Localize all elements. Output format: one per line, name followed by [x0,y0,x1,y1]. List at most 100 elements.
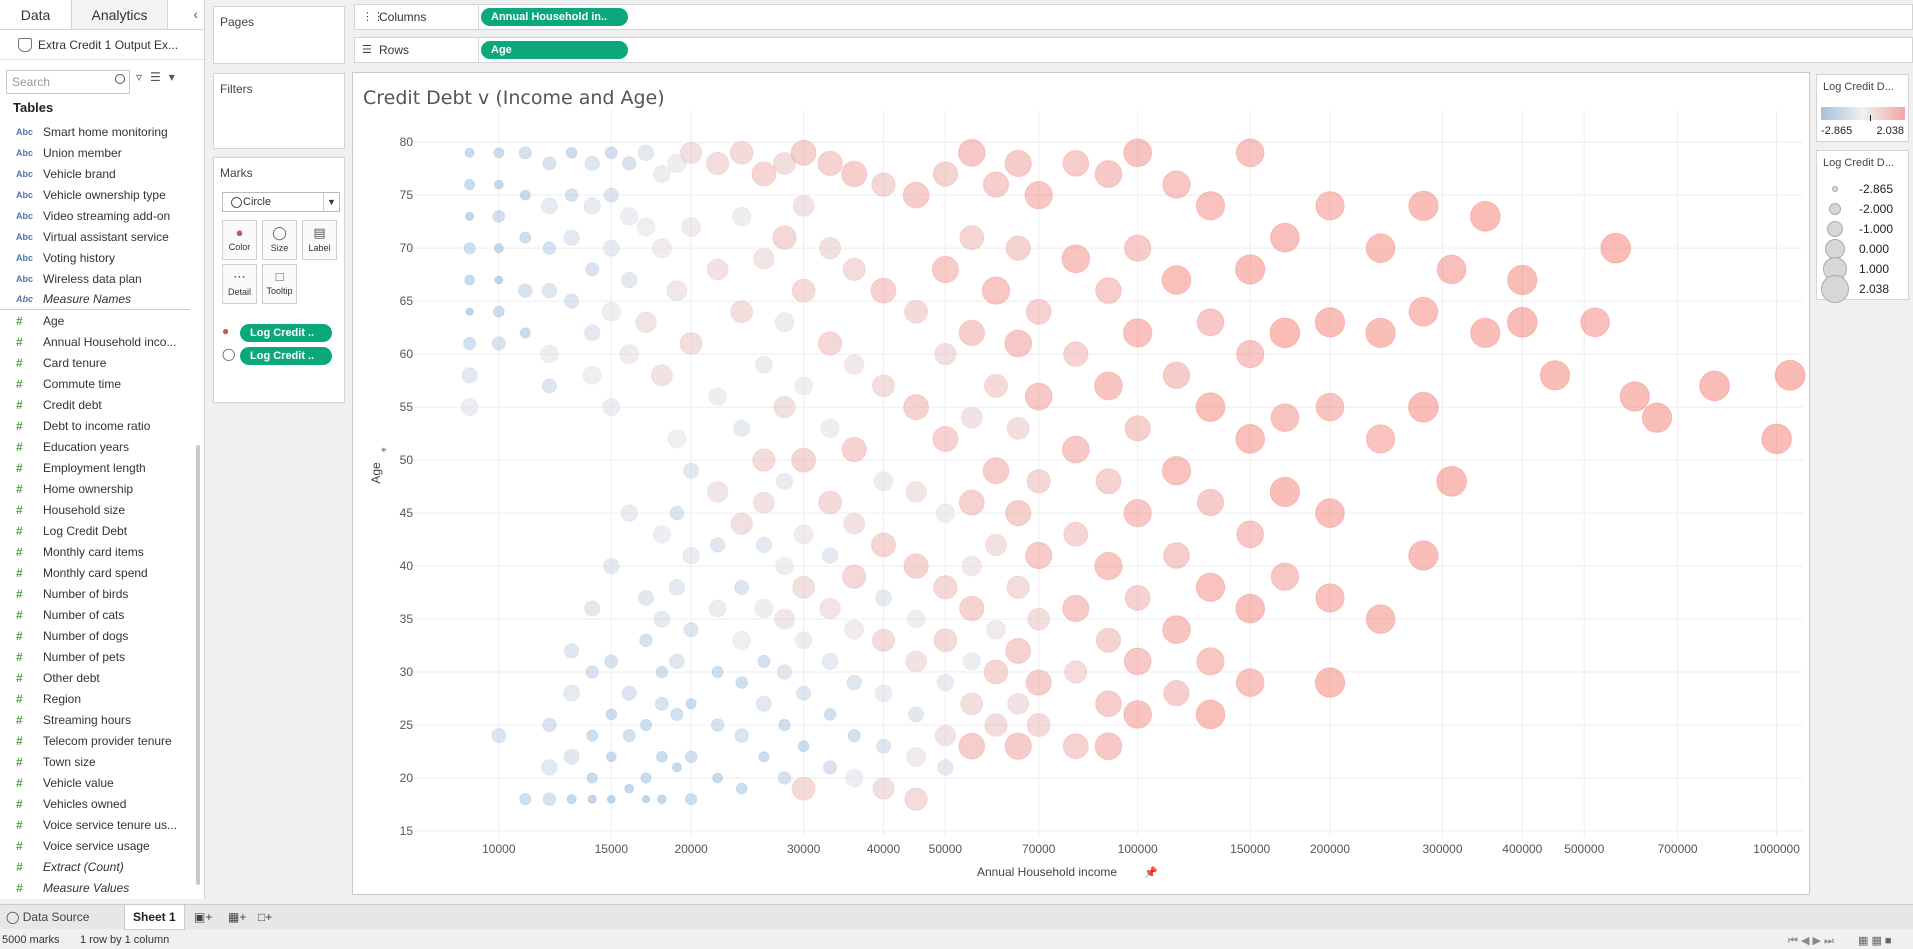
data-point[interactable] [842,257,866,282]
data-point[interactable] [1315,498,1345,529]
field-item[interactable]: # Credit debt [0,394,190,415]
data-point[interactable] [640,772,652,784]
data-point[interactable] [1235,424,1266,454]
data-point[interactable] [1270,403,1300,433]
data-point[interactable] [1006,416,1030,440]
data-point[interactable] [583,197,601,215]
data-point[interactable] [1025,669,1052,696]
data-point[interactable] [871,172,896,197]
data-point[interactable] [790,139,817,166]
data-point[interactable] [584,155,600,172]
data-point[interactable] [752,491,775,514]
field-item[interactable]: # Town size [0,751,190,772]
data-point[interactable] [957,138,986,167]
data-point[interactable] [1063,521,1089,547]
data-point[interactable] [493,147,505,159]
data-point[interactable] [602,398,621,417]
data-point[interactable] [821,547,839,564]
data-point[interactable] [464,179,476,191]
data-point[interactable] [1699,370,1730,402]
field-item[interactable]: # Monthly card items [0,541,190,562]
data-point[interactable] [932,161,959,187]
chevron-down-icon[interactable]: ▾ [168,70,175,84]
data-point[interactable] [1123,318,1153,348]
data-point[interactable] [604,146,618,160]
data-point[interactable] [757,654,771,669]
data-point[interactable] [620,271,638,289]
data-point[interactable] [519,327,531,339]
data-point[interactable] [682,546,700,565]
data-point[interactable] [637,589,655,607]
data-point[interactable] [982,457,1010,485]
data-point[interactable] [602,239,620,257]
field-item[interactable]: # Card tenure [0,352,190,373]
data-point[interactable] [772,225,797,250]
data-point[interactable] [494,275,504,285]
data-point[interactable] [709,537,726,553]
data-point[interactable] [541,759,558,776]
data-point[interactable] [960,406,983,429]
data-point[interactable] [1580,307,1610,338]
data-point[interactable] [670,707,684,722]
field-item[interactable]: # Number of dogs [0,625,190,646]
data-point[interactable] [817,150,843,177]
x-axis-label[interactable]: Annual Household income [977,865,1117,879]
data-point[interactable] [1024,181,1053,210]
data-point[interactable] [776,664,793,680]
data-point[interactable] [622,729,636,743]
data-point[interactable] [1123,647,1152,676]
data-point[interactable] [518,283,533,298]
data-point[interactable] [542,792,557,807]
data-point[interactable] [666,280,688,302]
data-point[interactable] [465,211,475,221]
data-point[interactable] [735,676,749,689]
data-pane-scrollbar[interactable] [196,445,200,885]
data-point[interactable] [732,630,752,650]
data-point[interactable] [871,532,896,558]
data-point[interactable] [936,673,955,692]
data-point[interactable] [777,771,792,785]
data-point[interactable] [821,652,839,671]
view-toggle-icon[interactable]: ▦ ▦ ■ [1858,935,1892,947]
data-point[interactable] [685,698,697,710]
data-point[interactable] [1123,138,1153,168]
data-point[interactable] [903,394,930,421]
data-point[interactable] [563,229,580,246]
new-story-icon[interactable]: □+ [258,910,273,924]
data-point[interactable] [847,729,861,743]
data-point[interactable] [491,336,506,351]
field-item[interactable]: # Voice service tenure us... [0,814,190,835]
data-point[interactable] [908,706,925,723]
data-point[interactable] [621,156,637,171]
data-point[interactable] [931,255,960,284]
data-point[interactable] [1025,541,1053,570]
data-point[interactable] [464,147,475,158]
data-point[interactable] [752,448,776,472]
field-item[interactable]: # Education years [0,436,190,457]
data-point[interactable] [1236,520,1265,549]
data-point[interactable] [1095,468,1122,495]
data-point[interactable] [491,728,507,744]
sheet-1-tab[interactable]: Sheet 1 [124,905,185,930]
data-point[interactable] [958,319,985,347]
data-point[interactable] [1408,391,1439,423]
data-point[interactable] [843,512,866,535]
data-point[interactable] [1027,607,1051,631]
data-point[interactable] [563,748,580,765]
data-point[interactable] [1315,392,1345,422]
data-point[interactable] [1196,647,1225,676]
data-point[interactable] [774,312,795,333]
data-point[interactable] [1365,317,1396,349]
data-point[interactable] [1641,402,1673,433]
data-point[interactable] [905,481,927,503]
color-button[interactable]: ● Color [222,220,257,260]
size-button[interactable]: ◯ Size [262,220,297,260]
field-item[interactable]: # Region [0,688,190,709]
data-point[interactable] [681,217,702,237]
tooltip-button[interactable]: □ Tooltip [262,264,297,304]
data-point[interactable] [460,398,479,417]
data-point[interactable] [982,171,1010,198]
data-point[interactable] [464,274,475,286]
data-point[interactable] [1195,392,1226,423]
field-item[interactable]: # Other debt [0,667,190,688]
